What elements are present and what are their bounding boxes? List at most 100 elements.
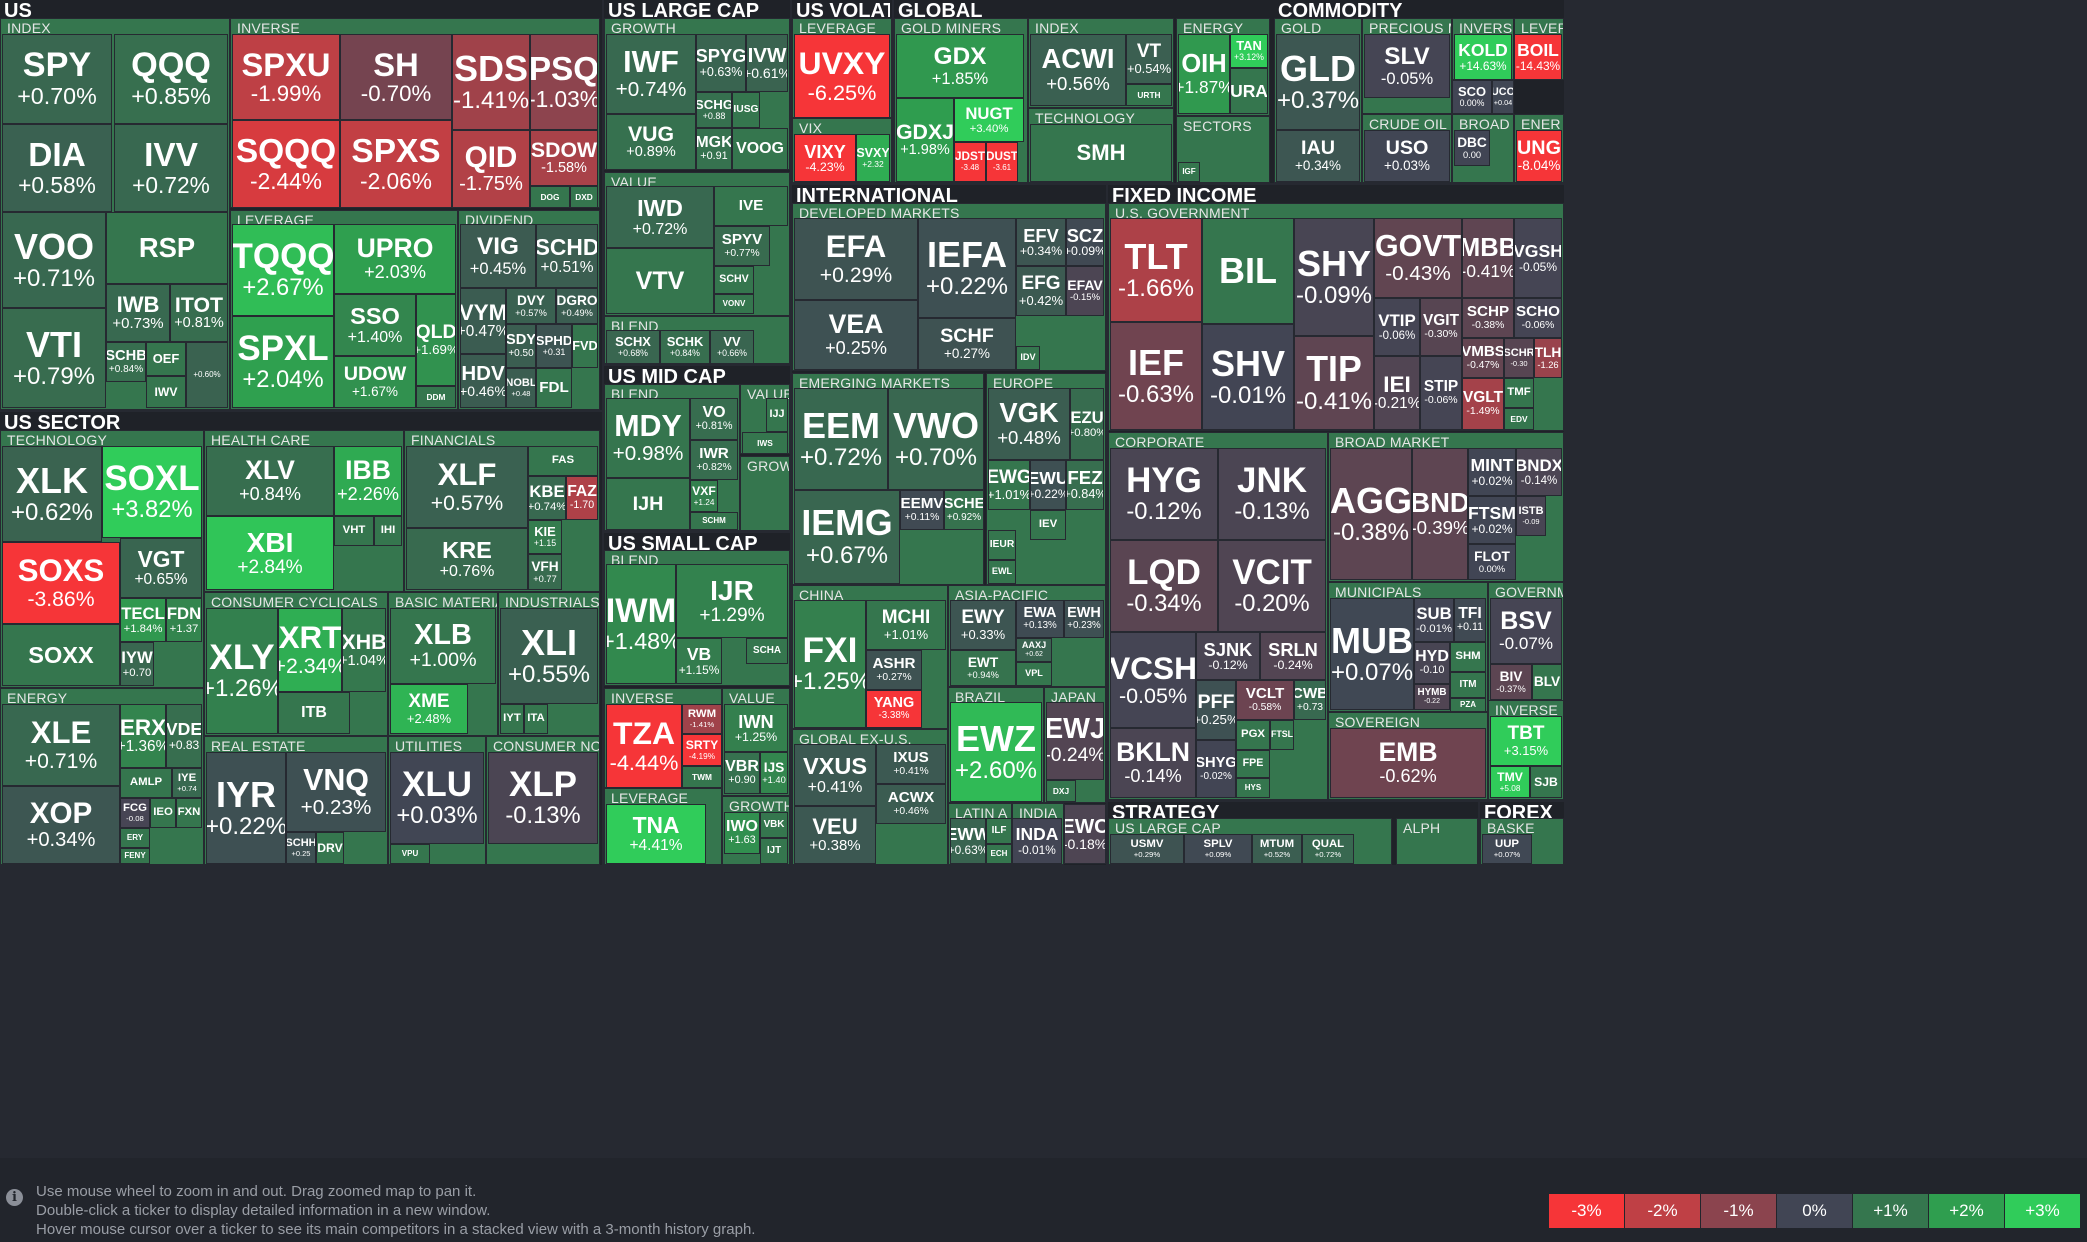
etf-tile-sphd[interactable]: SPHD +0.31 [536, 324, 572, 368]
etf-tile-iwo[interactable]: IWO +1.63 [724, 812, 760, 854]
etf-tile-erx[interactable]: ERX+1.36% [120, 704, 166, 768]
etf-tile-xhb[interactable]: XHB+1.04% [342, 608, 386, 692]
etf-tile-sso[interactable]: SSO +1.40% [334, 294, 416, 356]
etf-tile-ech[interactable]: ECH [986, 844, 1012, 864]
etf-tile-dxj[interactable]: DXJ [1046, 780, 1076, 802]
etf-tile-dxd[interactable]: DXD [570, 186, 598, 208]
etf-tile-spxu[interactable]: SPXU -1.99% [232, 34, 340, 120]
etf-tile-iev[interactable]: IEV [1030, 510, 1066, 540]
etf-tile-schd[interactable]: SCHD +0.51% [536, 224, 598, 288]
etf-tile-smh[interactable]: SMH [1030, 124, 1172, 182]
etf-tile-ijh[interactable]: IJH [606, 478, 690, 530]
etf-tile-udow[interactable]: UDOW +1.67% [334, 356, 416, 408]
etf-tile-aaxj[interactable]: AAXJ +0.62 [1016, 638, 1052, 662]
etf-tile-idv[interactable]: IDV [1016, 346, 1040, 370]
etf-tile-ijt[interactable]: IJT [760, 838, 788, 864]
etf-tile-vea[interactable]: VEA +0.25% [794, 300, 918, 370]
etf-tile-shv[interactable]: SHV -0.01% [1202, 324, 1294, 430]
etf-tile-vcit[interactable]: VCIT -0.20% [1218, 540, 1326, 632]
etf-tile-efg[interactable]: EFG +0.42% [1016, 266, 1066, 316]
etf-tile-schr[interactable]: SCHR -0.30 [1504, 338, 1534, 378]
etf-tile-vwo[interactable]: VWO +0.70% [888, 388, 984, 490]
etf-tile-ibb[interactable]: IBB +2.26% [334, 446, 402, 516]
etf-tile-xle[interactable]: XLE +0.71% [2, 704, 120, 786]
etf-tile-ewt[interactable]: EWT +0.94% [950, 650, 1016, 686]
etf-tile-cwb[interactable]: CWB+0.73 [1294, 680, 1326, 720]
etf-tile-splv[interactable]: SPLV +0.09% [1184, 834, 1252, 864]
etf-tile-schh[interactable]: SCHH +0.25 [286, 832, 316, 864]
etf-tile-iwv[interactable]: IWV [146, 376, 186, 408]
etf-tile-spxs[interactable]: SPXS -2.06% [340, 120, 452, 208]
etf-tile-vti[interactable]: VTI +0.79% [2, 308, 106, 408]
etf-tile-fxi[interactable]: FXI+1.25% [794, 600, 866, 728]
etf-tile-bkln[interactable]: BKLN -0.14% [1110, 728, 1196, 798]
etf-tile-bsv[interactable]: BSV -0.07% [1490, 598, 1562, 664]
etf-tile-tan[interactable]: TAN +3.12% [1230, 34, 1268, 68]
etf-tile-rsp[interactable]: RSP [106, 212, 228, 284]
etf-tile-mbb[interactable]: MBB-0.41% [1462, 218, 1514, 298]
etf-tile-lqd[interactable]: LQD -0.34% [1110, 540, 1218, 632]
etf-tile-edv[interactable]: EDV [1504, 408, 1534, 430]
etf-tile-pgx[interactable]: PGX [1236, 720, 1270, 750]
etf-tile-vpu[interactable]: VPU [390, 844, 430, 864]
etf-tile-flot[interactable]: FLOT 0.00% [1468, 544, 1516, 580]
etf-tile-xbi[interactable]: XBI +2.84% [206, 516, 334, 590]
etf-tile-ftsl[interactable]: FTSL [1270, 720, 1294, 750]
etf-tile-fpe[interactable]: FPE [1236, 750, 1270, 778]
etf-tile-vtv[interactable]: VTV [606, 248, 714, 314]
etf-tile-ddm[interactable]: DDM [416, 386, 456, 408]
etf-tile-iyt[interactable]: IYT [500, 704, 524, 734]
etf-tile-xrt[interactable]: XRT+2.34% [278, 608, 342, 692]
etf-tile-ezu[interactable]: EZU+0.80% [1070, 388, 1104, 460]
etf-tile-vcsh[interactable]: VCSH -0.05% [1110, 632, 1196, 728]
etf-tile-scz[interactable]: SCZ+0.09% [1066, 218, 1104, 266]
etf-tile-mchi[interactable]: MCHI +1.01% [866, 600, 946, 650]
etf-tile-sh[interactable]: SH -0.70% [340, 34, 452, 120]
etf-tile-qld[interactable]: QLD+1.69% [416, 294, 456, 386]
etf-tile-schb[interactable]: SCHB +0.84% [106, 342, 146, 382]
etf-tile-nobl[interactable]: NOBL +0.48 [506, 368, 536, 408]
etf-tile-srty[interactable]: SRTY -4.19% [682, 734, 722, 766]
etf-tile-itm[interactable]: ITM [1450, 672, 1486, 698]
etf-tile-tfi[interactable]: TFI +0.11 [1454, 598, 1486, 642]
etf-tile-bndx[interactable]: BNDX -0.14% [1516, 448, 1562, 496]
etf-tile-iwb[interactable]: IWB +0.73% [106, 284, 170, 342]
etf-tile-fez[interactable]: FEZ+0.84% [1066, 460, 1104, 510]
etf-tile-tecl[interactable]: TECL +1.84% [120, 598, 166, 642]
etf-tile-tna[interactable]: TNA +4.41% [606, 804, 706, 864]
etf-tile-ita[interactable]: ITA [524, 704, 548, 734]
etf-tile-kbe[interactable]: KBE +0.74% [528, 476, 566, 520]
etf-tile-qual[interactable]: QUAL +0.72% [1302, 834, 1354, 864]
etf-tile-vgit[interactable]: VGIT -0.30% [1420, 298, 1462, 356]
etf-tile-soxx[interactable]: SOXX [2, 624, 120, 686]
etf-tile-xlk[interactable]: XLK +0.62% [2, 446, 102, 542]
etf-tile-schp[interactable]: SCHP -0.38% [1462, 298, 1514, 338]
etf-tile-oef[interactable]: OEF [146, 342, 186, 376]
etf-tile-iyr[interactable]: IYR +0.22% [206, 752, 286, 864]
etf-tile-rwm[interactable]: RWM -1.41% [682, 704, 722, 734]
etf-tile-ashr[interactable]: ASHR +0.27% [866, 650, 922, 690]
etf-tile-ung[interactable]: UNG -8.04% [1516, 130, 1562, 182]
etf-tile-voog[interactable]: VOOG [732, 128, 788, 170]
etf-tile-sdow[interactable]: SDOW -1.58% [530, 130, 598, 186]
etf-tile-hyd[interactable]: HYD -0.10 [1414, 642, 1450, 684]
etf-tile-fvd[interactable]: FVD [572, 324, 598, 368]
etf-tile-pff[interactable]: PFF+0.25% [1196, 680, 1236, 740]
etf-tile-spyv[interactable]: SPYV +0.77% [714, 226, 770, 266]
etf-tile-iws[interactable]: IWS [742, 432, 788, 454]
etf-tile-ijs[interactable]: IJS +1.40 [760, 752, 788, 794]
etf-tile-iwm[interactable]: IWM+1.48% [606, 564, 676, 684]
etf-tile-fdl[interactable]: FDL [536, 368, 572, 408]
etf-tile-small-12[interactable]: +0.60% [186, 342, 228, 408]
etf-tile-stip[interactable]: STIP -0.06% [1420, 356, 1462, 430]
etf-tile-tlt[interactable]: TLT -1.66% [1110, 218, 1202, 322]
etf-tile-vht[interactable]: VHT [334, 516, 374, 546]
etf-tile-efa[interactable]: EFA +0.29% [794, 218, 918, 300]
etf-tile-inda[interactable]: INDA -0.01% [1012, 818, 1062, 864]
etf-tile-mdy[interactable]: MDY +0.98% [606, 398, 690, 478]
etf-tile-ief[interactable]: IEF -0.63% [1110, 322, 1202, 430]
etf-tile-iwf[interactable]: IWF +0.74% [606, 34, 696, 114]
etf-tile-tmf[interactable]: TMF [1504, 378, 1534, 408]
etf-tile-bil[interactable]: BIL [1202, 218, 1294, 324]
etf-tile-jnk[interactable]: JNK -0.13% [1218, 448, 1326, 540]
